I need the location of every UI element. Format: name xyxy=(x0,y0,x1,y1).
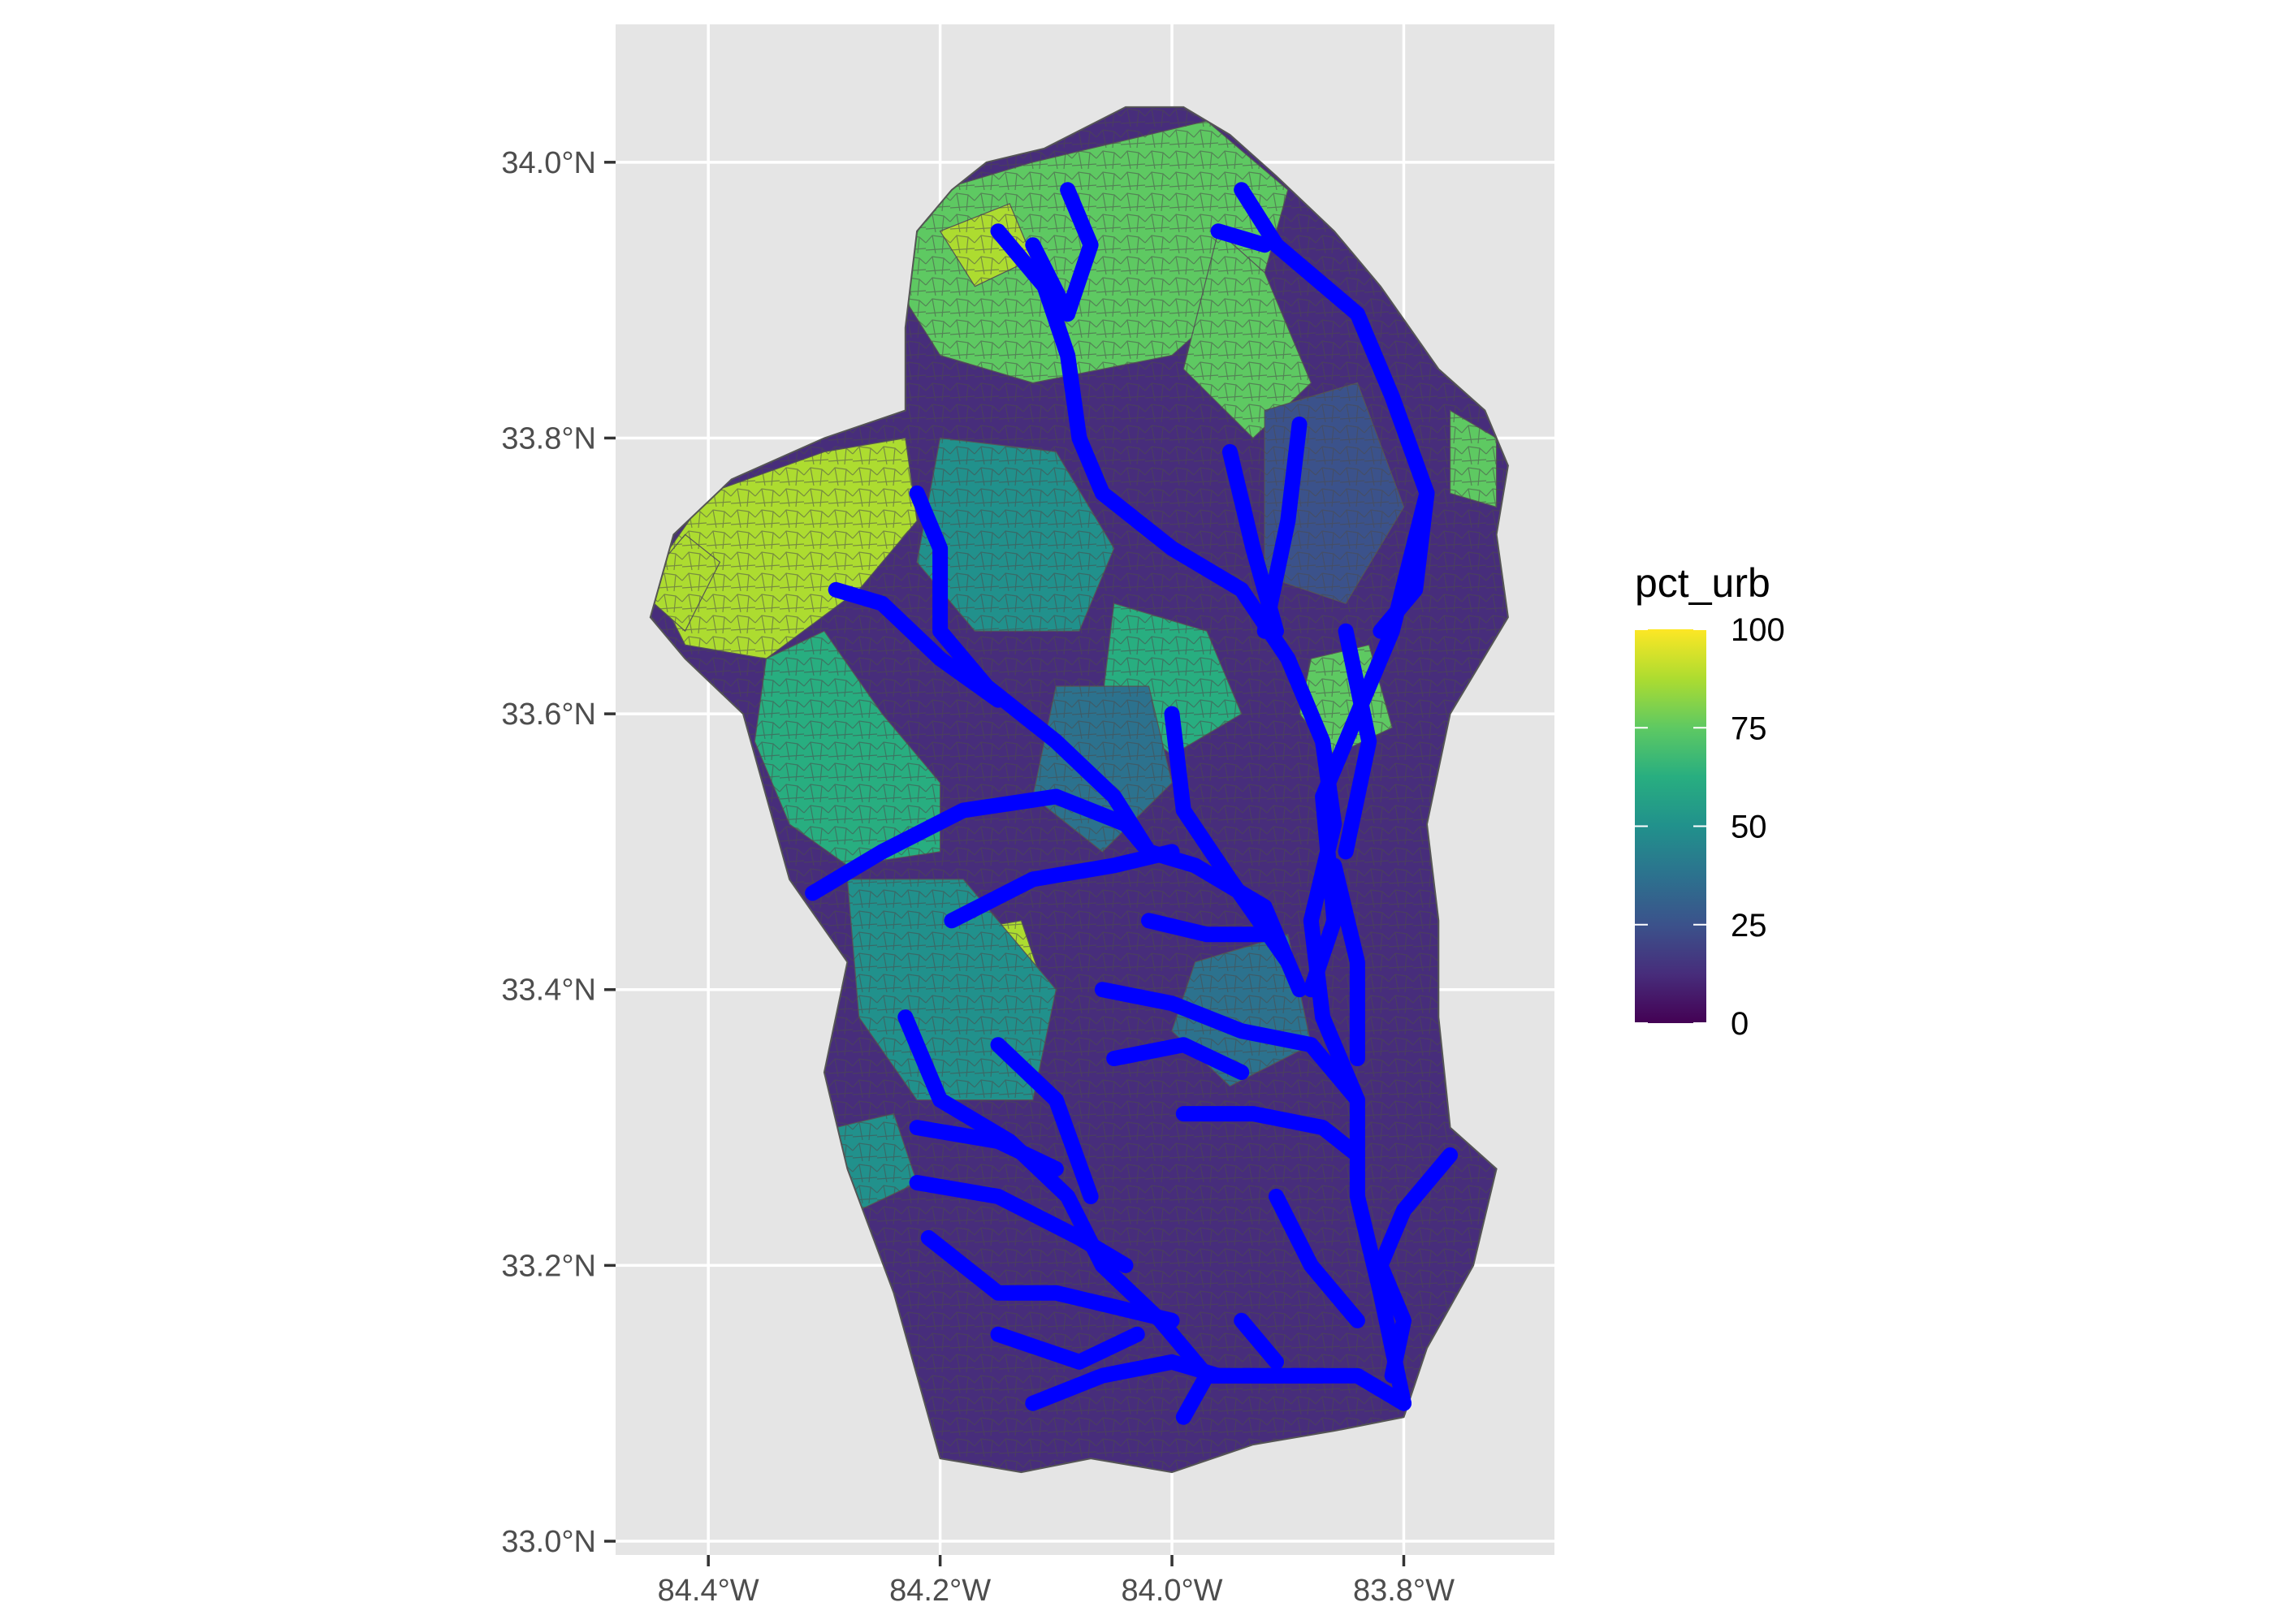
y-tick-label: 33.4°N xyxy=(501,974,596,1008)
stream-line xyxy=(1338,623,1377,860)
stream-line xyxy=(1326,857,1365,1067)
stream-line xyxy=(990,1326,1145,1370)
y-tick-label: 33.0°N xyxy=(501,1525,596,1559)
stream-line xyxy=(990,1037,1099,1204)
stream-line xyxy=(1210,223,1273,253)
x-tick-label: 84.0°W xyxy=(1122,1574,1223,1608)
stream-line xyxy=(1141,913,1273,943)
y-tick-label: 33.6°N xyxy=(501,698,596,732)
x-axis: 84.4°W 84.2°W 84.0°W 83.8°W xyxy=(658,1555,1455,1608)
x-tick-label: 84.4°W xyxy=(658,1574,759,1608)
y-tick-label: 34.0°N xyxy=(501,146,596,180)
legend-tick-label: 100 xyxy=(1731,612,1785,648)
stream-line xyxy=(1094,982,1365,1108)
legend-tick-label: 75 xyxy=(1731,710,1767,746)
legend-tick-label: 25 xyxy=(1731,908,1767,944)
stream-line xyxy=(1175,1106,1365,1163)
legend-tick-label: 50 xyxy=(1731,810,1767,845)
legend-title: pct_urb xyxy=(1635,560,1770,606)
stream-network xyxy=(805,182,1459,1425)
stream-line xyxy=(1060,182,1099,322)
stream-line xyxy=(1175,1367,1331,1425)
stream-line xyxy=(1025,237,1076,322)
stream-line xyxy=(1234,182,1435,639)
stream-line xyxy=(1234,1312,1284,1370)
stream-line xyxy=(1025,1354,1226,1411)
stream-line xyxy=(909,1120,1064,1177)
legend-ticks: 100 75 50 25 0 xyxy=(1635,612,1785,1042)
stream-line xyxy=(1373,1147,1459,1384)
legend-tick-label: 0 xyxy=(1731,1006,1749,1042)
stream-line xyxy=(828,581,1006,708)
y-tick-label: 33.8°N xyxy=(501,421,596,456)
legend: pct_urb 100 75 50 25 0 xyxy=(1635,560,1785,1042)
stream-line xyxy=(909,1175,1134,1273)
watershed-outline xyxy=(649,106,1509,1474)
stream-line xyxy=(805,788,1156,901)
stream-line xyxy=(1106,1037,1250,1081)
y-tick-label: 33.2°N xyxy=(501,1249,596,1283)
stream-line xyxy=(1164,706,1296,970)
stream-line xyxy=(944,844,1180,929)
stream-line xyxy=(920,1229,1180,1328)
stream-line xyxy=(1269,1189,1365,1328)
y-axis: 33.0°N 33.2°N 33.4°N 33.6°N 33.8°N 34.0°N xyxy=(501,146,616,1559)
stream-line xyxy=(1221,443,1284,639)
x-tick-label: 84.2°W xyxy=(889,1574,991,1608)
x-tick-label: 83.8°W xyxy=(1353,1574,1455,1608)
stream-line xyxy=(1303,485,1435,998)
